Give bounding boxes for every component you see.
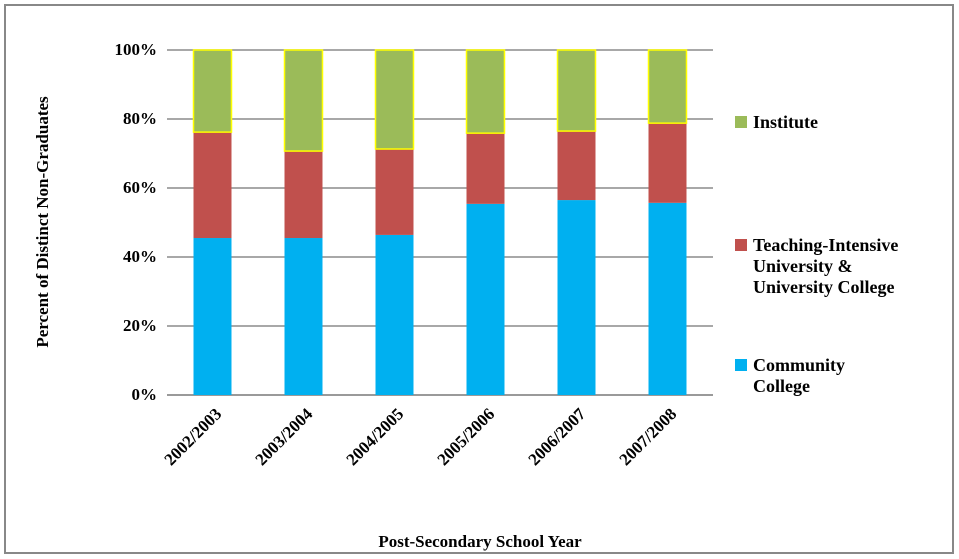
bar-segment — [648, 123, 687, 203]
bar-segment — [375, 234, 414, 395]
legend-item: Institute — [735, 112, 913, 133]
y-tick-label: 0% — [132, 385, 158, 404]
y-axis-title: Percent of Distinct Non-Graduates — [33, 96, 52, 348]
bar-segment — [466, 203, 505, 395]
y-tick-label: 20% — [123, 316, 157, 335]
legend-item: Teaching-Intensive University & Universi… — [735, 235, 918, 298]
bar-segment — [556, 49, 597, 132]
bar-segment — [284, 151, 323, 239]
y-tick-label: 60% — [123, 178, 157, 197]
y-tick-label: 40% — [123, 247, 157, 266]
bar-segment — [557, 200, 596, 395]
legend-label: Teaching-Intensive University & Universi… — [753, 235, 899, 297]
bar-segment — [557, 131, 596, 201]
legend-label: Community College — [753, 355, 846, 396]
bar-segment — [193, 132, 232, 239]
y-tick-label: 100% — [115, 40, 158, 59]
bar-segment — [283, 49, 324, 152]
bar-segment — [648, 202, 687, 395]
bar-segment — [374, 49, 415, 150]
legend-swatch — [735, 116, 747, 128]
legend-swatch — [735, 359, 747, 371]
bar-segment — [284, 238, 323, 395]
legend-label: Institute — [753, 112, 819, 132]
bar-segment — [466, 133, 505, 204]
legend-swatch — [735, 239, 747, 251]
bar-segment — [375, 149, 414, 235]
bar-segment — [647, 49, 688, 124]
y-tick-label: 80% — [123, 109, 157, 128]
bar-segment — [193, 238, 232, 395]
bar-segment — [192, 49, 233, 133]
legend-item: Community College — [735, 355, 863, 397]
x-axis-title: Post-Secondary School Year — [378, 532, 582, 551]
bar-segment — [465, 49, 506, 134]
